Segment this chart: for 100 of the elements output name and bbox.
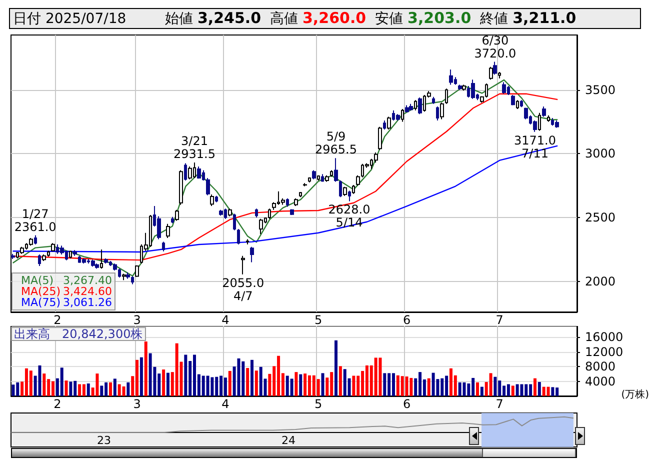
- candlestick: [405, 104, 409, 113]
- bar: [122, 386, 126, 396]
- bar: [533, 378, 536, 396]
- candlestick: [498, 72, 501, 79]
- y-tick-label: 3000: [585, 146, 616, 161]
- bar: [321, 373, 324, 396]
- annotation: 3/21 2931.5: [174, 134, 216, 161]
- x-tick-label: 4: [222, 397, 230, 411]
- candlestick: [321, 174, 324, 182]
- candlestick: [516, 100, 519, 110]
- bar: [140, 357, 143, 396]
- candlestick: [401, 108, 404, 122]
- candlestick: [511, 94, 515, 106]
- candlestick: [197, 166, 201, 180]
- bar: [458, 382, 462, 396]
- bar: [69, 382, 72, 396]
- candlestick: [82, 258, 86, 264]
- candlestick: [330, 170, 333, 178]
- annotation: 3,424.60: [63, 285, 112, 298]
- x-tick-label: 7: [496, 397, 504, 411]
- line-series: [12, 145, 558, 253]
- bar: [352, 376, 356, 396]
- candlestick: [339, 180, 342, 198]
- text: 終値 3,211.0: [480, 9, 576, 27]
- series-label: MA(5): [21, 274, 54, 287]
- candlestick: [317, 174, 320, 182]
- candlestick: [489, 66, 493, 80]
- candlestick: [325, 174, 329, 182]
- bar: [206, 376, 210, 396]
- candlestick: [383, 120, 386, 130]
- bar: [480, 386, 484, 396]
- text: 高値 3,260.0: [270, 9, 366, 27]
- candlestick: [542, 106, 546, 118]
- bar: [42, 374, 46, 396]
- x-tick-label: 3: [133, 397, 141, 411]
- x-tick-label: 7: [496, 313, 504, 327]
- annotation: 5/9 2965.5: [315, 130, 358, 157]
- bar: [148, 353, 152, 396]
- bar: [294, 372, 298, 396]
- candlestick: [555, 120, 559, 128]
- x-tick-label: 23: [96, 434, 111, 447]
- candlestick: [432, 96, 435, 104]
- text: MA(75): [21, 296, 61, 309]
- bar: [108, 382, 112, 396]
- bar: [126, 382, 130, 396]
- bar: [86, 383, 90, 396]
- annotation: 2055.0 4/7: [222, 276, 264, 303]
- bar: [290, 378, 294, 396]
- bar: [383, 373, 386, 396]
- bar: [60, 368, 64, 396]
- candlestick: [387, 116, 391, 130]
- candlestick: [135, 264, 139, 278]
- candlestick: [290, 208, 294, 216]
- y-axis-title: (万株): [621, 388, 650, 400]
- bar: [405, 376, 408, 396]
- bar: [410, 378, 413, 396]
- bar: [64, 380, 68, 396]
- candlestick: [29, 237, 33, 246]
- line-series: [12, 79, 558, 277]
- bar: [299, 374, 302, 396]
- bar: [338, 366, 342, 396]
- candlestick: [418, 97, 422, 115]
- bar: [210, 377, 214, 396]
- candlestick: [445, 88, 448, 104]
- y-tick-label: 8000: [585, 360, 616, 374]
- bar: [184, 354, 188, 396]
- candlestick: [34, 234, 37, 245]
- candlestick: [440, 102, 444, 120]
- bar: [237, 358, 240, 396]
- candlestick: [175, 209, 179, 222]
- candlestick: [268, 208, 271, 220]
- candlestick: [294, 198, 298, 207]
- candlestick: [113, 262, 117, 272]
- bar: [228, 370, 232, 396]
- x-tick-label: 24: [281, 434, 296, 447]
- candlestick: [38, 254, 41, 267]
- y-tick-label: 4000: [585, 374, 616, 388]
- candlestick: [396, 114, 400, 122]
- bar: [516, 384, 519, 396]
- bar: [551, 387, 554, 396]
- annotation: 1/27 2361.0: [14, 206, 56, 234]
- bar: [38, 365, 42, 396]
- bar: [334, 340, 338, 396]
- candlestick: [246, 238, 249, 245]
- y-tick-label: 3500: [585, 82, 616, 97]
- candlestick: [122, 273, 126, 281]
- candlestick: [91, 259, 95, 268]
- candlestick: [250, 246, 254, 263]
- bar: [546, 386, 550, 396]
- x-tick-label: 6: [402, 397, 411, 411]
- candlestick: [51, 242, 55, 252]
- candlestick: [104, 258, 108, 264]
- line-series: [12, 93, 558, 261]
- bar: [378, 358, 382, 396]
- bar: [78, 384, 82, 396]
- x-tick-label: 2: [54, 397, 62, 411]
- annotation: 2628.0 5/14: [328, 202, 370, 230]
- y-tick-label: 2500: [585, 210, 616, 225]
- bar: [144, 341, 148, 396]
- candlestick: [166, 223, 170, 238]
